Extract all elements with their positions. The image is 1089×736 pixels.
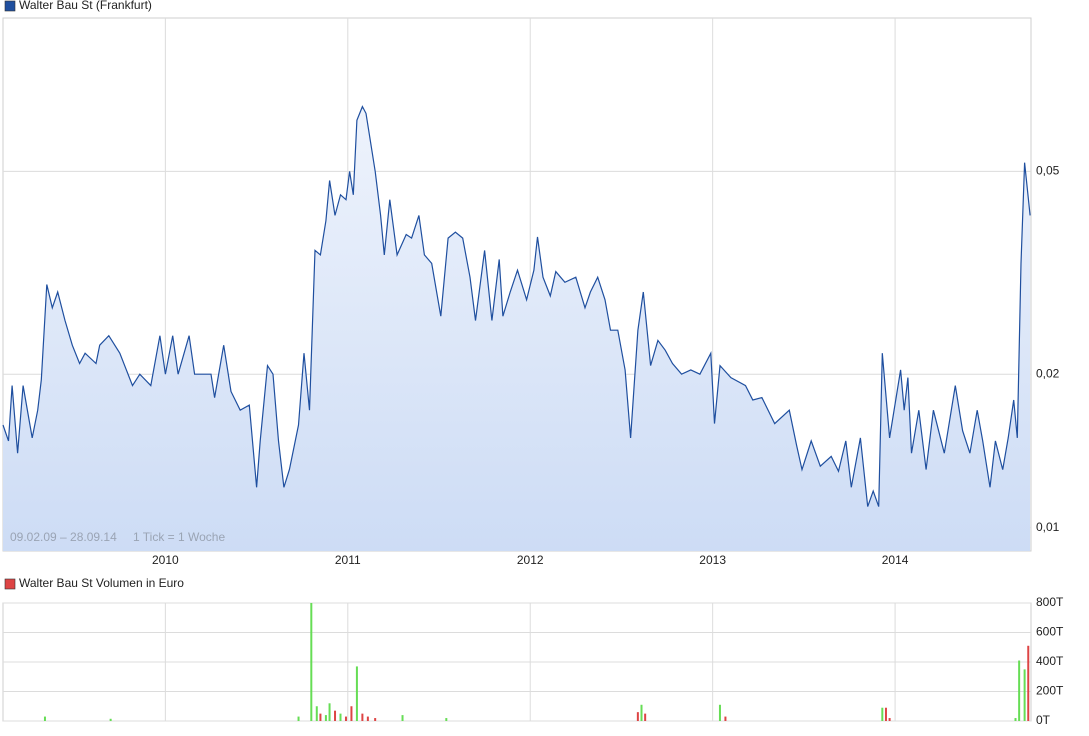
legend-swatch bbox=[4, 578, 16, 590]
volume-bar bbox=[374, 718, 377, 721]
price-area bbox=[3, 106, 1031, 551]
x-tick-label: 2012 bbox=[517, 553, 544, 567]
annotation: 1 Tick = 1 Woche bbox=[133, 530, 225, 544]
x-tick-label: 2010 bbox=[152, 553, 179, 567]
volume-bar bbox=[355, 666, 358, 721]
volume-bar bbox=[718, 704, 721, 721]
volume-bar bbox=[334, 710, 337, 721]
volume-bar bbox=[319, 713, 322, 721]
volume-bar bbox=[636, 712, 639, 721]
volume-bar bbox=[881, 707, 884, 721]
volume-bar bbox=[888, 718, 891, 721]
volume-bar bbox=[1014, 718, 1017, 721]
y-tick-label: 0T bbox=[1036, 713, 1051, 727]
x-tick-label: 2013 bbox=[699, 553, 726, 567]
legend-label: Walter Bau St Volumen in Euro bbox=[19, 576, 184, 590]
y-tick-label: 400T bbox=[1036, 654, 1064, 668]
legend-label: Walter Bau St (Frankfurt) bbox=[19, 0, 152, 12]
annotation: 09.02.09 – 28.09.14 bbox=[10, 530, 117, 544]
volume-bar bbox=[884, 707, 887, 721]
volume-bar bbox=[1027, 645, 1030, 721]
volume-bar bbox=[366, 716, 369, 721]
volume-bar bbox=[445, 718, 448, 721]
volume-bar bbox=[297, 716, 300, 721]
x-tick-label: 2011 bbox=[335, 553, 361, 567]
volume-bar bbox=[361, 713, 364, 721]
y-tick-label: 0,02 bbox=[1036, 366, 1060, 380]
volume-bar bbox=[724, 716, 727, 721]
volume-bar bbox=[310, 603, 313, 721]
volume-bar bbox=[328, 703, 331, 721]
legend-swatch bbox=[4, 0, 16, 12]
y-tick-label: 800T bbox=[1036, 595, 1064, 609]
x-tick-label: 2014 bbox=[882, 553, 909, 567]
volume-bar bbox=[344, 716, 347, 721]
volume-bar bbox=[350, 706, 353, 721]
volume-bar bbox=[1018, 660, 1021, 721]
y-tick-label: 0,01 bbox=[1036, 520, 1060, 534]
volume-bar bbox=[315, 706, 318, 721]
y-tick-label: 200T bbox=[1036, 684, 1064, 698]
volume-bar bbox=[43, 716, 46, 721]
volume-bar bbox=[640, 704, 643, 721]
volume-bar bbox=[324, 715, 327, 721]
volume-bar bbox=[644, 713, 647, 721]
volume-bar bbox=[1023, 669, 1026, 721]
price-line bbox=[2, 105, 1031, 507]
y-tick-label: 600T bbox=[1036, 625, 1064, 639]
volume-bar bbox=[339, 713, 342, 721]
y-tick-label: 0,05 bbox=[1036, 164, 1060, 178]
volume-bar bbox=[109, 718, 112, 721]
volume-bar bbox=[401, 715, 404, 721]
